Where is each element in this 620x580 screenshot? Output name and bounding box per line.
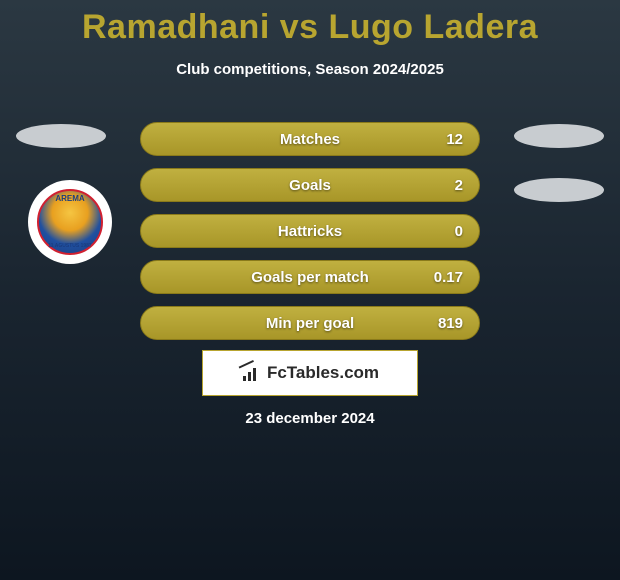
stat-value: 0 [455,223,463,240]
subtitle: Club competitions, Season 2024/2025 [0,61,620,78]
stat-label: Min per goal [141,315,479,332]
stat-value: 12 [446,131,463,148]
club-badge-inner: AREMA 11 AGUSTUS 1987 [37,189,103,255]
page-title: Ramadhani vs Lugo Ladera [0,0,620,47]
stats-container: Matches 12 Goals 2 Hattricks 0 Goals per… [140,122,480,352]
stat-label: Goals per match [141,269,479,286]
badge-bottom-text: 11 AGUSTUS 1987 [39,243,101,249]
badge-top-text: AREMA [39,194,101,203]
date-text: 23 december 2024 [0,410,620,427]
stat-row-min-per-goal: Min per goal 819 [140,306,480,340]
stat-row-hattricks: Hattricks 0 [140,214,480,248]
player-left-placeholder [16,124,106,148]
stat-label: Matches [141,131,479,148]
stat-label: Goals [141,177,479,194]
player-right-placeholder-2 [514,178,604,202]
brand-chart-icon [241,365,261,381]
club-badge: AREMA 11 AGUSTUS 1987 [28,180,112,264]
brand-box: FcTables.com [202,350,418,396]
stat-row-goals-per-match: Goals per match 0.17 [140,260,480,294]
stat-row-matches: Matches 12 [140,122,480,156]
stat-row-goals: Goals 2 [140,168,480,202]
stat-label: Hattricks [141,223,479,240]
brand-text: FcTables.com [267,363,379,383]
stat-value: 0.17 [434,269,463,286]
stat-value: 2 [455,177,463,194]
stat-value: 819 [438,315,463,332]
player-right-placeholder-1 [514,124,604,148]
